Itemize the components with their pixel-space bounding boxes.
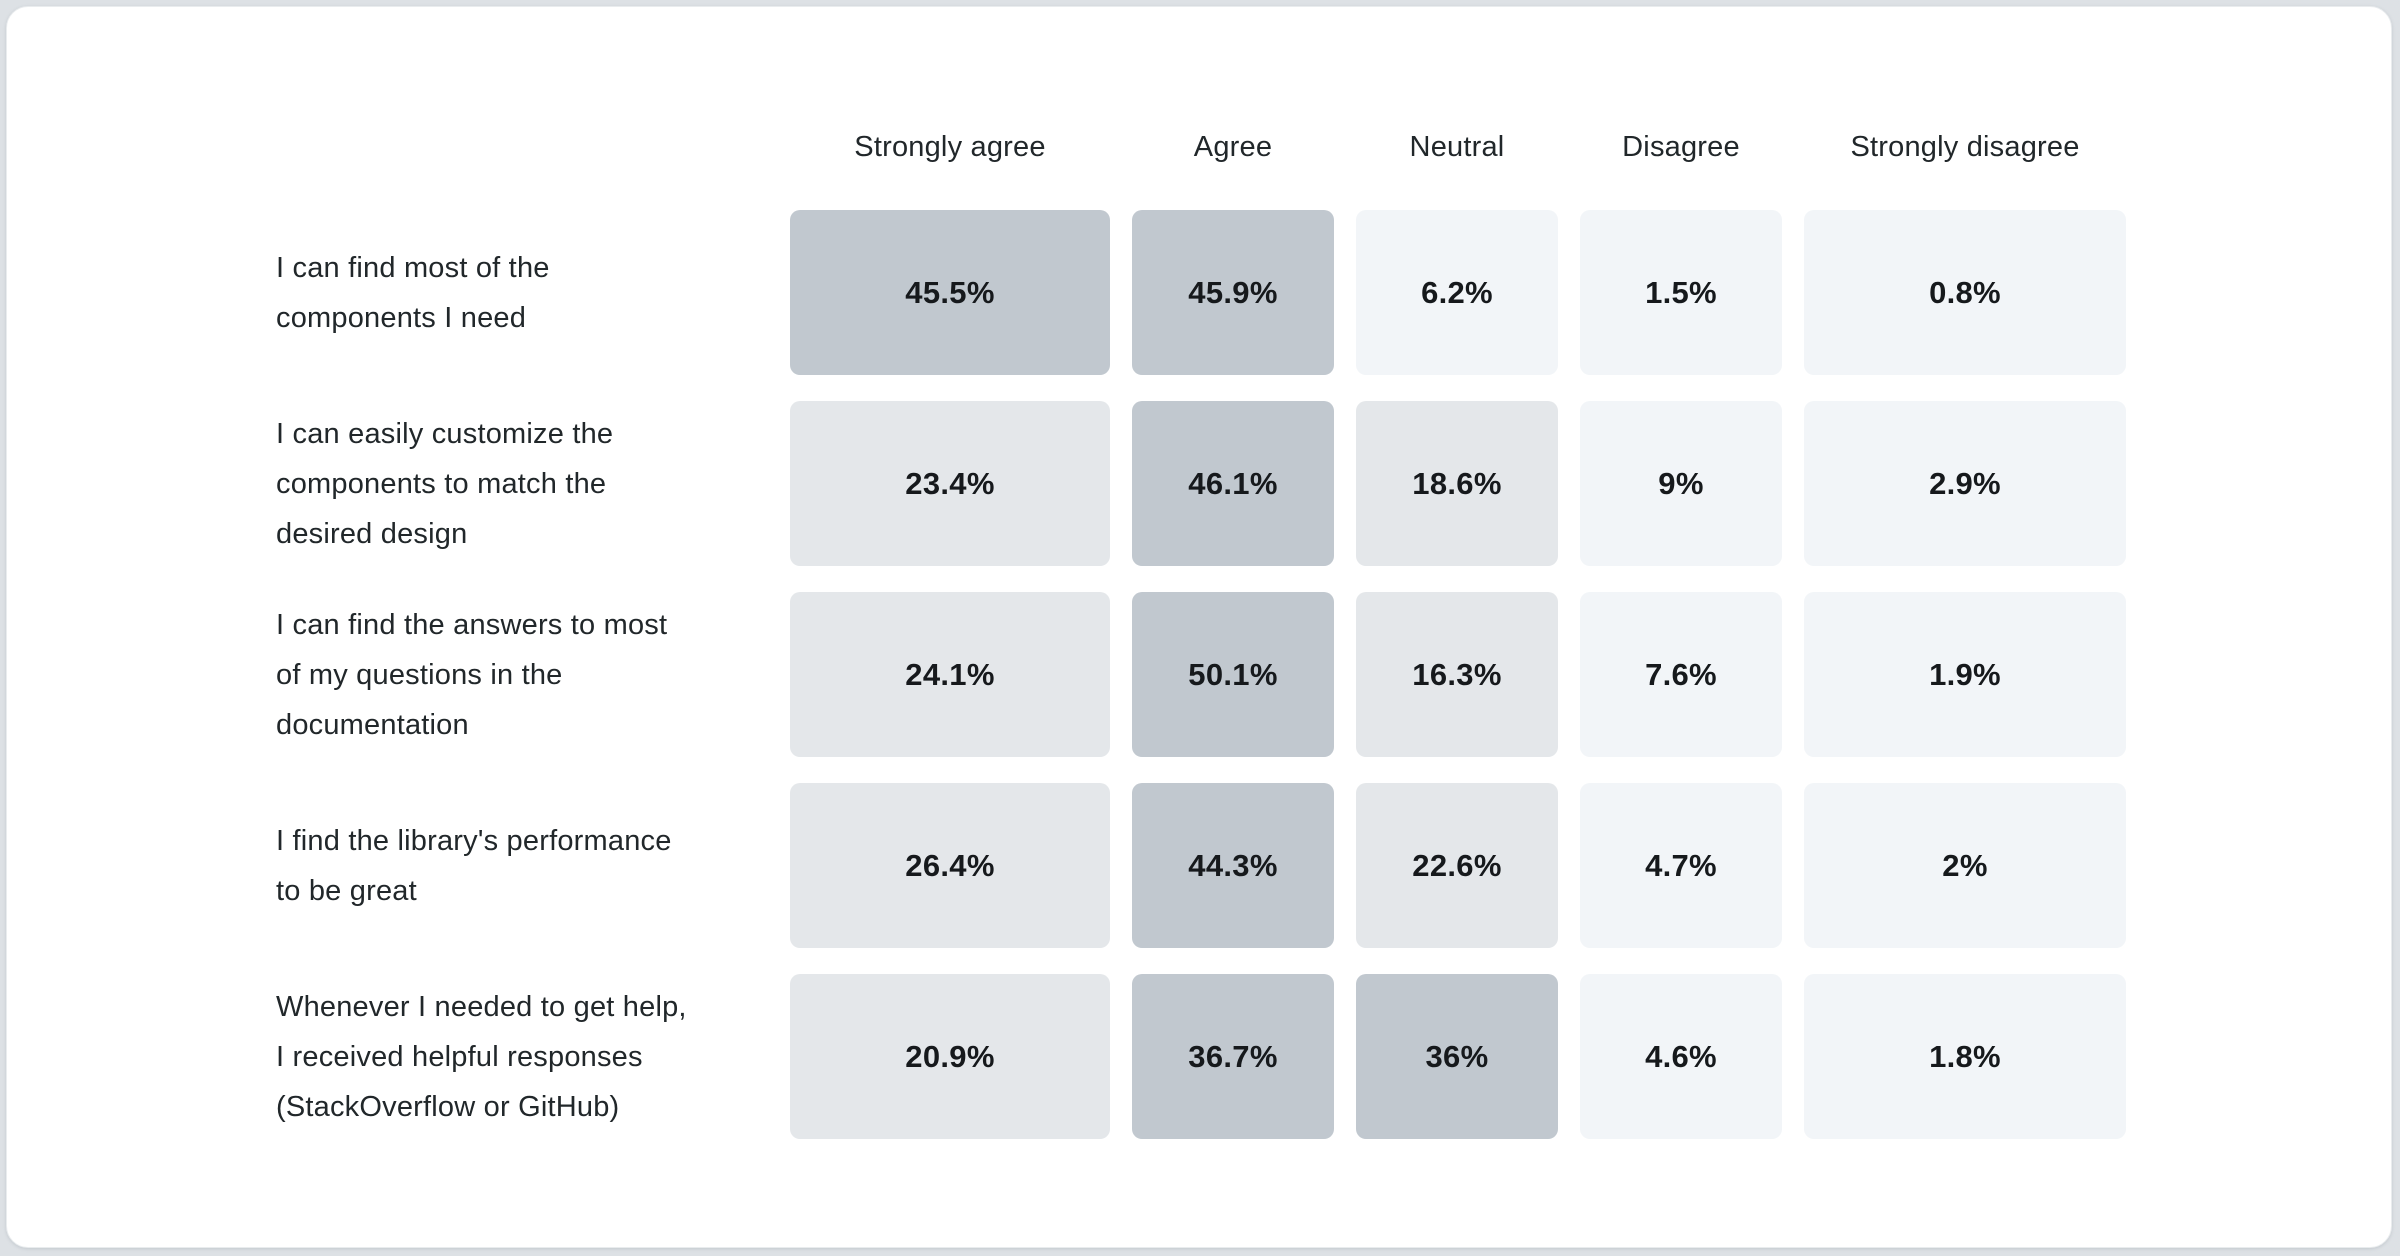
heatmap-cell: 16.3% <box>1356 592 1558 757</box>
heatmap-cell: 45.9% <box>1132 210 1334 375</box>
column-header-neutral: Neutral <box>1409 130 1505 163</box>
likert-heatmap-table: Strongly agree Agree Neutral Disagree St… <box>276 110 2391 1139</box>
heatmap-cell: 2% <box>1804 783 2126 948</box>
heatmap-cell: 0.8% <box>1804 210 2126 375</box>
heatmap-cell: 45.5% <box>790 210 1110 375</box>
heatmap-cell: 7.6% <box>1580 592 1782 757</box>
table-corner-spacer <box>276 110 768 184</box>
heatmap-cell: 24.1% <box>790 592 1110 757</box>
row-label-documentation-answers: I can find the answers to most of my que… <box>276 608 668 741</box>
column-header-agree: Agree <box>1193 130 1273 163</box>
heatmap-cell: 44.3% <box>1132 783 1334 948</box>
row-label-find-components: I can find most of the components I need <box>276 251 550 334</box>
heatmap-cell: 26.4% <box>790 783 1110 948</box>
survey-results-card: Strongly agree Agree Neutral Disagree St… <box>6 6 2392 1248</box>
heatmap-cell: 9% <box>1580 401 1782 566</box>
heatmap-cell: 4.7% <box>1580 783 1782 948</box>
heatmap-cell: 1.9% <box>1804 592 2126 757</box>
heatmap-cell: 36.7% <box>1132 974 1334 1139</box>
heatmap-cell: 2.9% <box>1804 401 2126 566</box>
heatmap-cell: 4.6% <box>1580 974 1782 1139</box>
heatmap-cell: 22.6% <box>1356 783 1558 948</box>
heatmap-cell: 1.5% <box>1580 210 1782 375</box>
row-label-helpful-responses: Whenever I needed to get help, I receive… <box>276 990 687 1123</box>
heatmap-cell: 6.2% <box>1356 210 1558 375</box>
column-header-strongly-agree: Strongly agree <box>854 130 1046 163</box>
heatmap-cell: 20.9% <box>790 974 1110 1139</box>
heatmap-cell: 50.1% <box>1132 592 1334 757</box>
heatmap-cell: 18.6% <box>1356 401 1558 566</box>
heatmap-cell: 36% <box>1356 974 1558 1139</box>
row-label-library-performance: I find the library's performance to be g… <box>276 824 672 907</box>
column-header-strongly-disagree: Strongly disagree <box>1850 130 2080 163</box>
heatmap-cell: 1.8% <box>1804 974 2126 1139</box>
row-label-customize-components: I can easily customize the components to… <box>276 417 614 550</box>
heatmap-cell: 46.1% <box>1132 401 1334 566</box>
column-header-disagree: Disagree <box>1622 130 1740 163</box>
heatmap-cell: 23.4% <box>790 401 1110 566</box>
